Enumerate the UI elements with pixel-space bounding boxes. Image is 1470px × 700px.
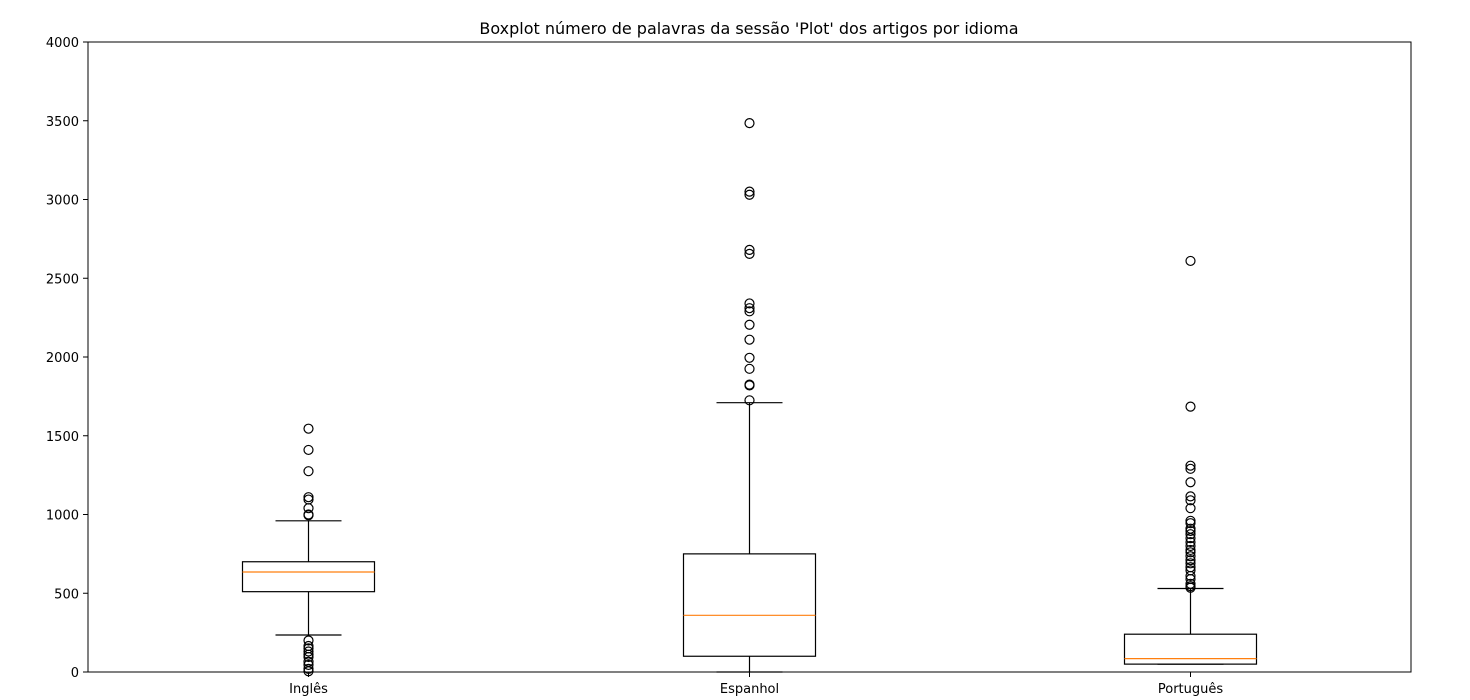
outlier-point bbox=[744, 363, 755, 374]
box-iqr bbox=[682, 553, 817, 657]
outlier-point bbox=[303, 656, 314, 667]
y-tick-label: 1000 bbox=[46, 509, 79, 524]
chart-title: Boxplot número de palavras da sessão 'Pl… bbox=[479, 19, 1018, 38]
outlier-point bbox=[744, 118, 755, 129]
outlier-point bbox=[744, 186, 755, 197]
outlier-point bbox=[1185, 578, 1196, 589]
outlier-point bbox=[1185, 515, 1196, 526]
outlier-point bbox=[1185, 529, 1196, 540]
outlier-point bbox=[744, 306, 755, 317]
outlier-point bbox=[1185, 463, 1196, 474]
outlier-point bbox=[1185, 536, 1196, 548]
outlier-point bbox=[744, 379, 755, 390]
outlier-point bbox=[303, 659, 314, 671]
outlier-point bbox=[303, 423, 314, 434]
box-iqr bbox=[241, 561, 376, 593]
plot-area: 0 500 1000 1500 2000 2500 3000 3500 4000 Inglês Es… bbox=[46, 36, 1412, 697]
outlier-point bbox=[303, 509, 314, 520]
y-tick-label: 500 bbox=[54, 587, 79, 602]
outlier-point bbox=[1185, 540, 1196, 552]
box-iqr bbox=[1123, 633, 1258, 665]
outlier-point bbox=[744, 352, 755, 363]
outlier-point bbox=[1185, 562, 1196, 573]
outlier-point bbox=[744, 248, 755, 259]
outlier-point bbox=[303, 646, 314, 657]
outlier-point bbox=[303, 444, 314, 456]
outlier-point bbox=[744, 395, 755, 406]
outlier-point bbox=[1185, 460, 1196, 471]
outlier-point bbox=[744, 244, 755, 255]
axes-frame bbox=[87, 41, 1412, 673]
outlier-point bbox=[1185, 551, 1196, 562]
outlier-point bbox=[1185, 565, 1196, 576]
outlier-point bbox=[1185, 477, 1196, 488]
y-tick-label: 3000 bbox=[46, 194, 79, 209]
y-tick-label: 2000 bbox=[46, 351, 79, 366]
outlier-point bbox=[1185, 555, 1196, 566]
outlier-point bbox=[744, 319, 755, 330]
y-tick-label: 0 bbox=[71, 666, 79, 681]
outlier-point bbox=[303, 635, 314, 646]
outlier-point bbox=[303, 663, 314, 674]
outlier-point bbox=[1185, 255, 1196, 267]
y-tick-label: 3500 bbox=[46, 115, 79, 130]
outlier-point bbox=[1185, 503, 1196, 514]
outlier-point bbox=[303, 466, 314, 477]
outlier-point bbox=[1185, 544, 1196, 556]
outlier-point bbox=[1185, 491, 1196, 502]
outlier-point bbox=[303, 492, 314, 503]
outlier-point bbox=[1185, 401, 1196, 412]
x-tick-label: Inglês bbox=[289, 682, 328, 697]
x-tick-label: Espanhol bbox=[720, 682, 779, 697]
y-tick-label: 2500 bbox=[46, 272, 79, 287]
outlier-point bbox=[744, 189, 755, 200]
y-tick-label: 4000 bbox=[46, 36, 79, 51]
x-tick-label: Português bbox=[1158, 682, 1224, 697]
outlier-point bbox=[744, 303, 755, 314]
outlier-point bbox=[1185, 523, 1196, 534]
outlier-point bbox=[1185, 558, 1196, 569]
outlier-point bbox=[744, 334, 755, 345]
outlier-point bbox=[744, 298, 755, 309]
y-tick-label: 1500 bbox=[46, 430, 79, 445]
outlier-point bbox=[303, 640, 314, 652]
outlier-point bbox=[1185, 495, 1196, 506]
